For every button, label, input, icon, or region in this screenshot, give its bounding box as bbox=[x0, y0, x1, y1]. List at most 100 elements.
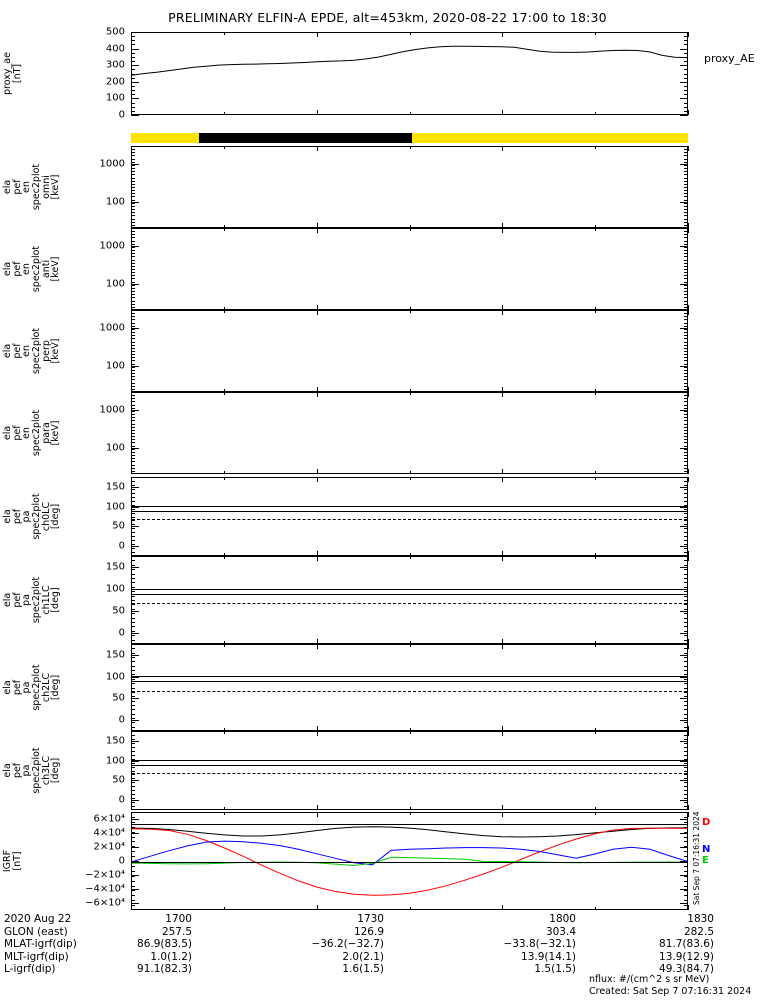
tickmark-minor bbox=[684, 304, 688, 305]
tickmark bbox=[680, 283, 688, 285]
tickmark-minor bbox=[131, 876, 135, 877]
tickmark-minor bbox=[131, 565, 135, 566]
tickmark-minor bbox=[684, 718, 688, 719]
tickmark-minor bbox=[131, 631, 135, 632]
tickmark-minor bbox=[684, 465, 688, 466]
status-bar bbox=[131, 133, 688, 143]
refline-solid-0 bbox=[132, 676, 687, 678]
xtick bbox=[410, 477, 411, 480]
tickmark-minor bbox=[131, 505, 135, 506]
tickmark-minor bbox=[684, 190, 688, 191]
ytick-en-omni-0: 1000 bbox=[99, 158, 125, 170]
xtick bbox=[131, 146, 132, 151]
ylabel-en-omni: ela pef en spec2plot omni [keV] bbox=[2, 163, 62, 211]
tickmark-minor bbox=[131, 411, 135, 412]
xtick bbox=[688, 305, 689, 310]
xtick bbox=[317, 392, 318, 397]
tickmark-minor bbox=[131, 420, 135, 421]
tickmark-minor bbox=[131, 278, 135, 279]
tickmark-minor bbox=[131, 524, 135, 525]
xtick bbox=[317, 644, 318, 649]
tickmark-minor bbox=[131, 417, 135, 418]
tickmark-minor bbox=[131, 722, 135, 723]
tickmark-minor bbox=[684, 395, 688, 396]
tickmark-minor bbox=[131, 86, 135, 87]
tickmark-minor bbox=[131, 351, 135, 352]
tickmark bbox=[131, 847, 139, 848]
xtick bbox=[410, 225, 411, 228]
tickmark-minor bbox=[131, 234, 135, 235]
tickmark-minor bbox=[131, 184, 135, 185]
xtick bbox=[688, 551, 689, 556]
tickmark-minor bbox=[684, 219, 688, 220]
xtick bbox=[595, 471, 596, 474]
tickmark-minor bbox=[131, 354, 135, 355]
tickmark-minor bbox=[684, 705, 688, 706]
tickmark-minor bbox=[684, 528, 688, 529]
xtick bbox=[502, 392, 503, 397]
ytick-proxy_ae-5: 0 bbox=[118, 109, 125, 121]
xtick bbox=[224, 477, 225, 480]
tickmark-minor bbox=[131, 657, 135, 658]
tickmark-minor bbox=[684, 313, 688, 314]
tickmark-minor bbox=[131, 790, 135, 791]
tickmark bbox=[131, 676, 139, 678]
tickmark-minor bbox=[131, 871, 135, 872]
tickmark-minor bbox=[131, 178, 135, 179]
tickmark-minor bbox=[131, 718, 135, 719]
xtick bbox=[317, 726, 318, 731]
ytick-pa-ch1LC-2: 50 bbox=[112, 605, 125, 617]
tickmark-minor bbox=[684, 367, 688, 368]
tickmark-minor bbox=[131, 250, 135, 251]
xtick bbox=[410, 812, 411, 815]
tickmark-minor bbox=[684, 905, 688, 906]
xtick bbox=[595, 641, 596, 644]
tickmark-minor bbox=[684, 657, 688, 658]
xtick bbox=[131, 639, 132, 644]
tickmark-minor bbox=[131, 841, 135, 842]
tickmark-minor bbox=[131, 520, 135, 521]
tickmark-minor bbox=[131, 323, 135, 324]
panel-pa-ch1LC bbox=[131, 556, 688, 644]
tickmark-minor bbox=[684, 184, 688, 185]
tickmark-minor bbox=[684, 206, 688, 207]
xtick bbox=[688, 812, 689, 817]
xtick bbox=[595, 392, 596, 395]
xtick bbox=[502, 644, 503, 649]
tickmark-minor bbox=[684, 692, 688, 693]
tickmark-minor bbox=[131, 162, 135, 163]
tickmark-minor bbox=[684, 846, 688, 847]
tickmark-minor bbox=[131, 747, 135, 748]
xtick bbox=[224, 112, 225, 115]
tickmark-minor bbox=[684, 294, 688, 295]
tickmark-minor bbox=[684, 481, 688, 482]
tickmark-minor bbox=[684, 263, 688, 264]
tickmark bbox=[131, 903, 139, 904]
ytick-pa-ch1LC-3: 0 bbox=[118, 627, 125, 639]
tickmark-minor bbox=[684, 505, 688, 506]
xtick bbox=[502, 146, 503, 151]
tickmark-minor bbox=[684, 876, 688, 877]
tickmark-minor bbox=[131, 817, 135, 818]
tickmark-minor bbox=[131, 640, 135, 641]
xaxis-col0-lshell: 91.1(82.3) bbox=[137, 963, 192, 976]
tickmark-minor bbox=[131, 430, 135, 431]
tickmark-minor bbox=[131, 609, 135, 610]
xtick bbox=[410, 731, 411, 734]
tickmark-minor bbox=[131, 364, 135, 365]
tickmark-minor bbox=[684, 520, 688, 521]
tickmark-minor bbox=[131, 78, 135, 79]
tickmark bbox=[131, 447, 139, 449]
tickmark-minor bbox=[131, 471, 135, 472]
tickmark-minor bbox=[684, 332, 688, 333]
tickmark-minor bbox=[684, 822, 688, 823]
tickmark-minor bbox=[684, 782, 688, 783]
zero-line bbox=[132, 862, 687, 863]
tickmark-minor bbox=[131, 414, 135, 415]
tickmark bbox=[131, 720, 139, 722]
xaxis-col0-time: 1700 bbox=[165, 913, 192, 925]
tickmark-minor bbox=[684, 401, 688, 402]
xtick bbox=[688, 556, 689, 561]
tickmark-minor bbox=[684, 622, 688, 623]
tickmark-minor bbox=[131, 449, 135, 450]
